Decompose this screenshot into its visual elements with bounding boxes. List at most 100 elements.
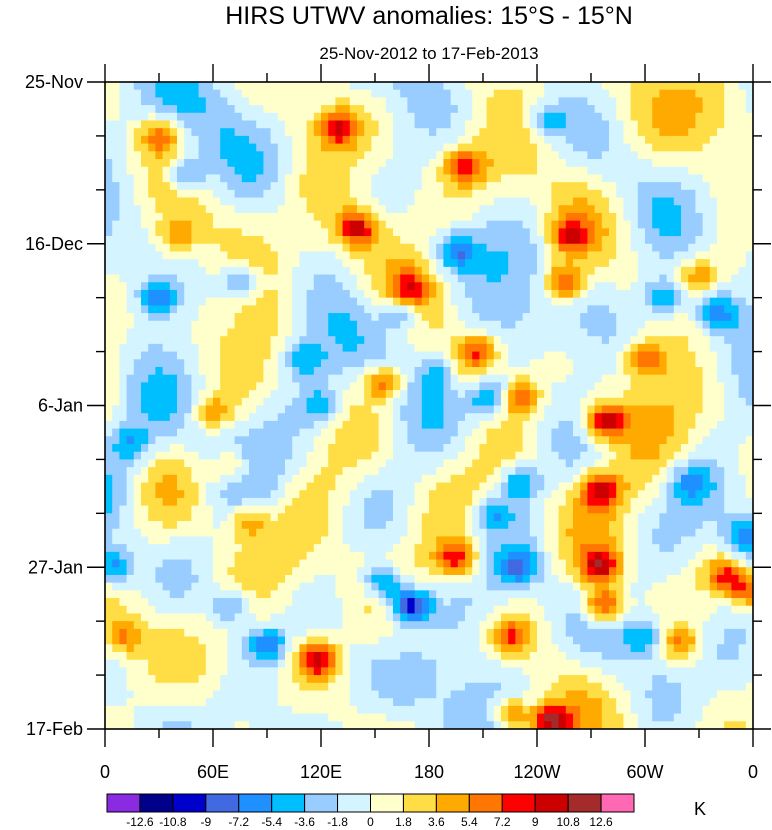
heat-cell <box>213 128 221 137</box>
heat-cell <box>393 197 401 206</box>
heat-cell <box>673 343 682 353</box>
heat-cell <box>580 220 588 229</box>
heat-cell <box>371 128 380 137</box>
heat-cell <box>479 243 488 253</box>
heat-cell <box>673 120 682 129</box>
heat-cell <box>148 236 156 245</box>
heat-cell <box>385 174 394 183</box>
heat-cell <box>414 390 423 399</box>
heat-cell <box>349 474 358 484</box>
heat-cell <box>731 497 740 507</box>
heat-cell <box>465 413 473 422</box>
heat-cell <box>393 444 401 453</box>
heat-cell <box>169 251 178 260</box>
heat-cell <box>717 120 725 129</box>
heat-cell <box>328 413 336 422</box>
heat-cell <box>587 212 596 222</box>
heat-cell <box>609 459 617 468</box>
heat-cell <box>601 497 610 507</box>
heat-cell <box>357 89 365 98</box>
heat-cell <box>227 328 236 337</box>
heat-cell <box>321 343 329 353</box>
heat-cell <box>673 289 682 299</box>
heat-cell <box>126 490 135 499</box>
heat-cell <box>745 189 753 199</box>
heat-cell <box>378 413 387 422</box>
heat-cell <box>364 305 372 314</box>
heat-cell <box>162 482 171 491</box>
heat-cell <box>508 328 516 337</box>
heat-cell <box>673 397 682 407</box>
heat-cell <box>637 497 646 507</box>
heat-cell <box>551 166 560 176</box>
heat-cell <box>501 297 509 306</box>
heat-cell <box>357 351 365 360</box>
heat-cell <box>299 444 308 453</box>
heat-cell <box>443 420 452 430</box>
heat-cell <box>393 505 401 514</box>
heat-cell <box>126 328 135 337</box>
heat-cell <box>155 420 164 430</box>
heat-cell <box>378 467 387 476</box>
heat-cell <box>652 151 660 160</box>
heat-cell <box>285 328 293 337</box>
heat-cell <box>421 359 430 368</box>
heat-cell <box>306 143 315 152</box>
heat-cell <box>609 236 617 245</box>
heat-cell <box>573 405 581 414</box>
heat-cell <box>479 397 488 407</box>
heat-cell <box>637 474 646 484</box>
heat-cell <box>321 236 329 245</box>
heat-cell <box>695 490 704 499</box>
heat-cell <box>508 405 516 414</box>
heat-cell <box>681 374 689 383</box>
heat-cell <box>609 313 617 322</box>
heat-cell <box>256 143 264 152</box>
heat-cell <box>227 128 236 137</box>
heat-cell <box>688 282 696 291</box>
heat-cell <box>357 451 365 461</box>
heat-cell <box>609 336 617 345</box>
heat-cell <box>594 420 603 430</box>
heat-cell <box>335 397 344 407</box>
heat-cell <box>169 166 178 176</box>
heat-cell <box>234 112 243 122</box>
heat-cell <box>479 297 488 306</box>
heat-cell <box>681 359 689 368</box>
heat-cell <box>119 212 128 222</box>
heat-cell <box>645 474 653 484</box>
heat-cell <box>472 159 480 168</box>
heat-cell <box>234 82 243 91</box>
heat-cell <box>565 189 574 199</box>
heat-cell <box>637 135 646 145</box>
heat-cell <box>292 228 300 237</box>
heat-cell <box>724 135 732 145</box>
heat-cell <box>378 274 387 283</box>
heat-cell <box>328 390 336 399</box>
heat-cell <box>609 112 617 122</box>
heat-cell <box>292 236 300 245</box>
heat-cell <box>565 397 574 407</box>
heat-cell <box>565 220 574 229</box>
heat-cell <box>594 328 603 337</box>
heat-cell <box>738 366 747 376</box>
heat-cell <box>558 289 567 299</box>
heat-cell <box>645 313 653 322</box>
heat-cell <box>609 166 617 176</box>
heat-cell <box>594 428 603 437</box>
heat-cell <box>162 297 171 306</box>
heat-cell <box>270 467 279 476</box>
heat-cell <box>573 151 581 160</box>
heat-cell <box>695 220 704 229</box>
heat-cell <box>731 405 740 414</box>
heat-cell <box>249 444 257 453</box>
heat-cell <box>299 305 308 314</box>
heat-cell <box>335 174 344 183</box>
heat-cell <box>515 259 524 268</box>
heat-cell <box>407 336 416 345</box>
heat-cell <box>645 351 653 360</box>
heat-cell <box>414 212 423 222</box>
heat-cell <box>443 82 452 91</box>
heat-cell <box>241 174 250 183</box>
heat-cell <box>515 159 524 168</box>
